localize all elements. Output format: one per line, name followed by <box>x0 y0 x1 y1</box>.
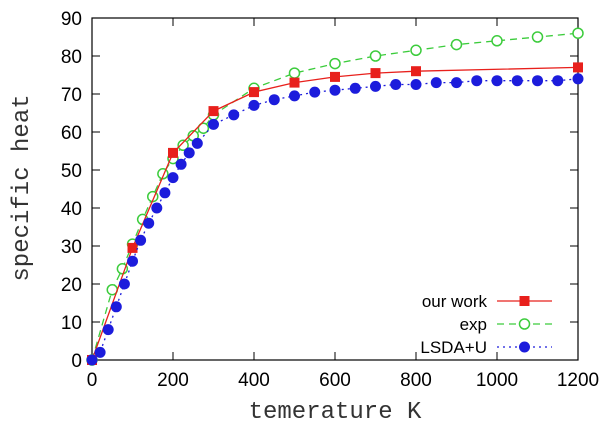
lsda-u-point <box>268 94 280 106</box>
exp-point <box>177 139 189 152</box>
x-axis-label: temerature K <box>249 399 422 426</box>
lsda-u-point <box>491 75 503 87</box>
lsda-u-point <box>471 75 483 87</box>
lsda-u-point <box>151 202 163 214</box>
lsda-u-point <box>532 75 543 87</box>
lsda-u-point <box>191 137 203 149</box>
y-tick-label: 80 <box>61 47 82 68</box>
lsda-u-point <box>127 255 138 267</box>
y-tick-label: 90 <box>61 9 82 30</box>
legend-lsda-u-point <box>519 341 530 353</box>
lsda-u-point <box>370 80 381 92</box>
lsda-u-point <box>451 77 462 89</box>
y-tick-label: 50 <box>61 161 82 182</box>
lsda-u-point <box>102 324 114 336</box>
legend-label-our-work: our work <box>422 292 488 311</box>
lsda-u-point <box>118 278 130 290</box>
exp-point <box>197 122 210 134</box>
x-tick-label: 1000 <box>476 370 518 391</box>
x-tick-label: 0 <box>87 370 98 391</box>
lsda-u-point <box>159 187 171 199</box>
x-tick-label: 400 <box>238 370 270 391</box>
our-work-point <box>411 66 421 77</box>
legend-our-work-point <box>519 296 530 306</box>
x-tick-label: 600 <box>319 370 351 391</box>
exp-point <box>531 31 544 43</box>
y-tick-label: 60 <box>61 123 82 144</box>
our-work-line <box>91 66 579 361</box>
lsda-u-point <box>248 99 260 111</box>
exp-line <box>91 32 579 361</box>
lsda-u-point <box>175 158 187 170</box>
exp-point <box>450 38 463 51</box>
plot-area: 0 200 400 600 800 1000 1200 0 10 20 30 40 50 60 70 80 90… <box>61 9 599 391</box>
lsda-u-point <box>143 217 155 229</box>
y-tick-label: 0 <box>71 351 82 372</box>
lsda-u-point <box>183 147 195 159</box>
y-axis-label: specific heat <box>9 94 36 281</box>
y-tick-label: 20 <box>61 275 82 296</box>
y-tick-label: 40 <box>61 199 82 220</box>
y-tick-label: 30 <box>61 237 82 258</box>
exp-point <box>329 57 341 70</box>
our-work-point <box>573 62 583 73</box>
our-work-point <box>249 87 259 98</box>
lsda-u-point <box>349 82 361 94</box>
lsda-u-point <box>572 73 584 85</box>
lsda-u-point <box>135 234 147 246</box>
lsda-u-point <box>167 172 179 184</box>
lsda-u-line <box>91 78 579 361</box>
our-work-point <box>289 77 300 88</box>
lsda-u-point <box>309 86 321 98</box>
legend-exp-point <box>518 318 531 330</box>
exp-point <box>491 35 503 47</box>
lsda-u-point <box>86 354 98 366</box>
x-tick-label: 200 <box>157 370 189 391</box>
our-work-point <box>370 68 381 79</box>
lsda-u-point <box>552 75 564 87</box>
lsda-u-point <box>329 84 341 96</box>
our-work-point <box>330 71 340 82</box>
lsda-u-point <box>228 109 240 121</box>
lsda-u-point <box>511 75 523 87</box>
our-work-point <box>208 106 219 117</box>
lsda-u-point <box>430 77 442 89</box>
x-tick-label: 800 <box>400 370 432 391</box>
x-tick-label: 1200 <box>557 370 599 391</box>
y-tick-label: 10 <box>61 313 82 334</box>
y-tick-label: 70 <box>61 85 82 106</box>
legend-label-exp: exp <box>460 315 487 334</box>
exp-point <box>572 27 584 39</box>
lsda-u-point <box>110 301 122 313</box>
lsda-u-point <box>390 79 402 90</box>
lsda-u-point <box>289 90 300 102</box>
exp-point <box>369 50 382 62</box>
our-work-point <box>127 242 138 253</box>
our-work-point <box>168 147 178 158</box>
exp-point <box>116 263 129 275</box>
exp-point <box>288 67 301 79</box>
lsda-u-point <box>94 346 106 358</box>
legend-label-lsda-u: LSDA+U <box>420 338 487 357</box>
lsda-u-point <box>410 79 422 90</box>
exp-point <box>410 44 422 57</box>
lsda-u-point <box>208 118 219 130</box>
